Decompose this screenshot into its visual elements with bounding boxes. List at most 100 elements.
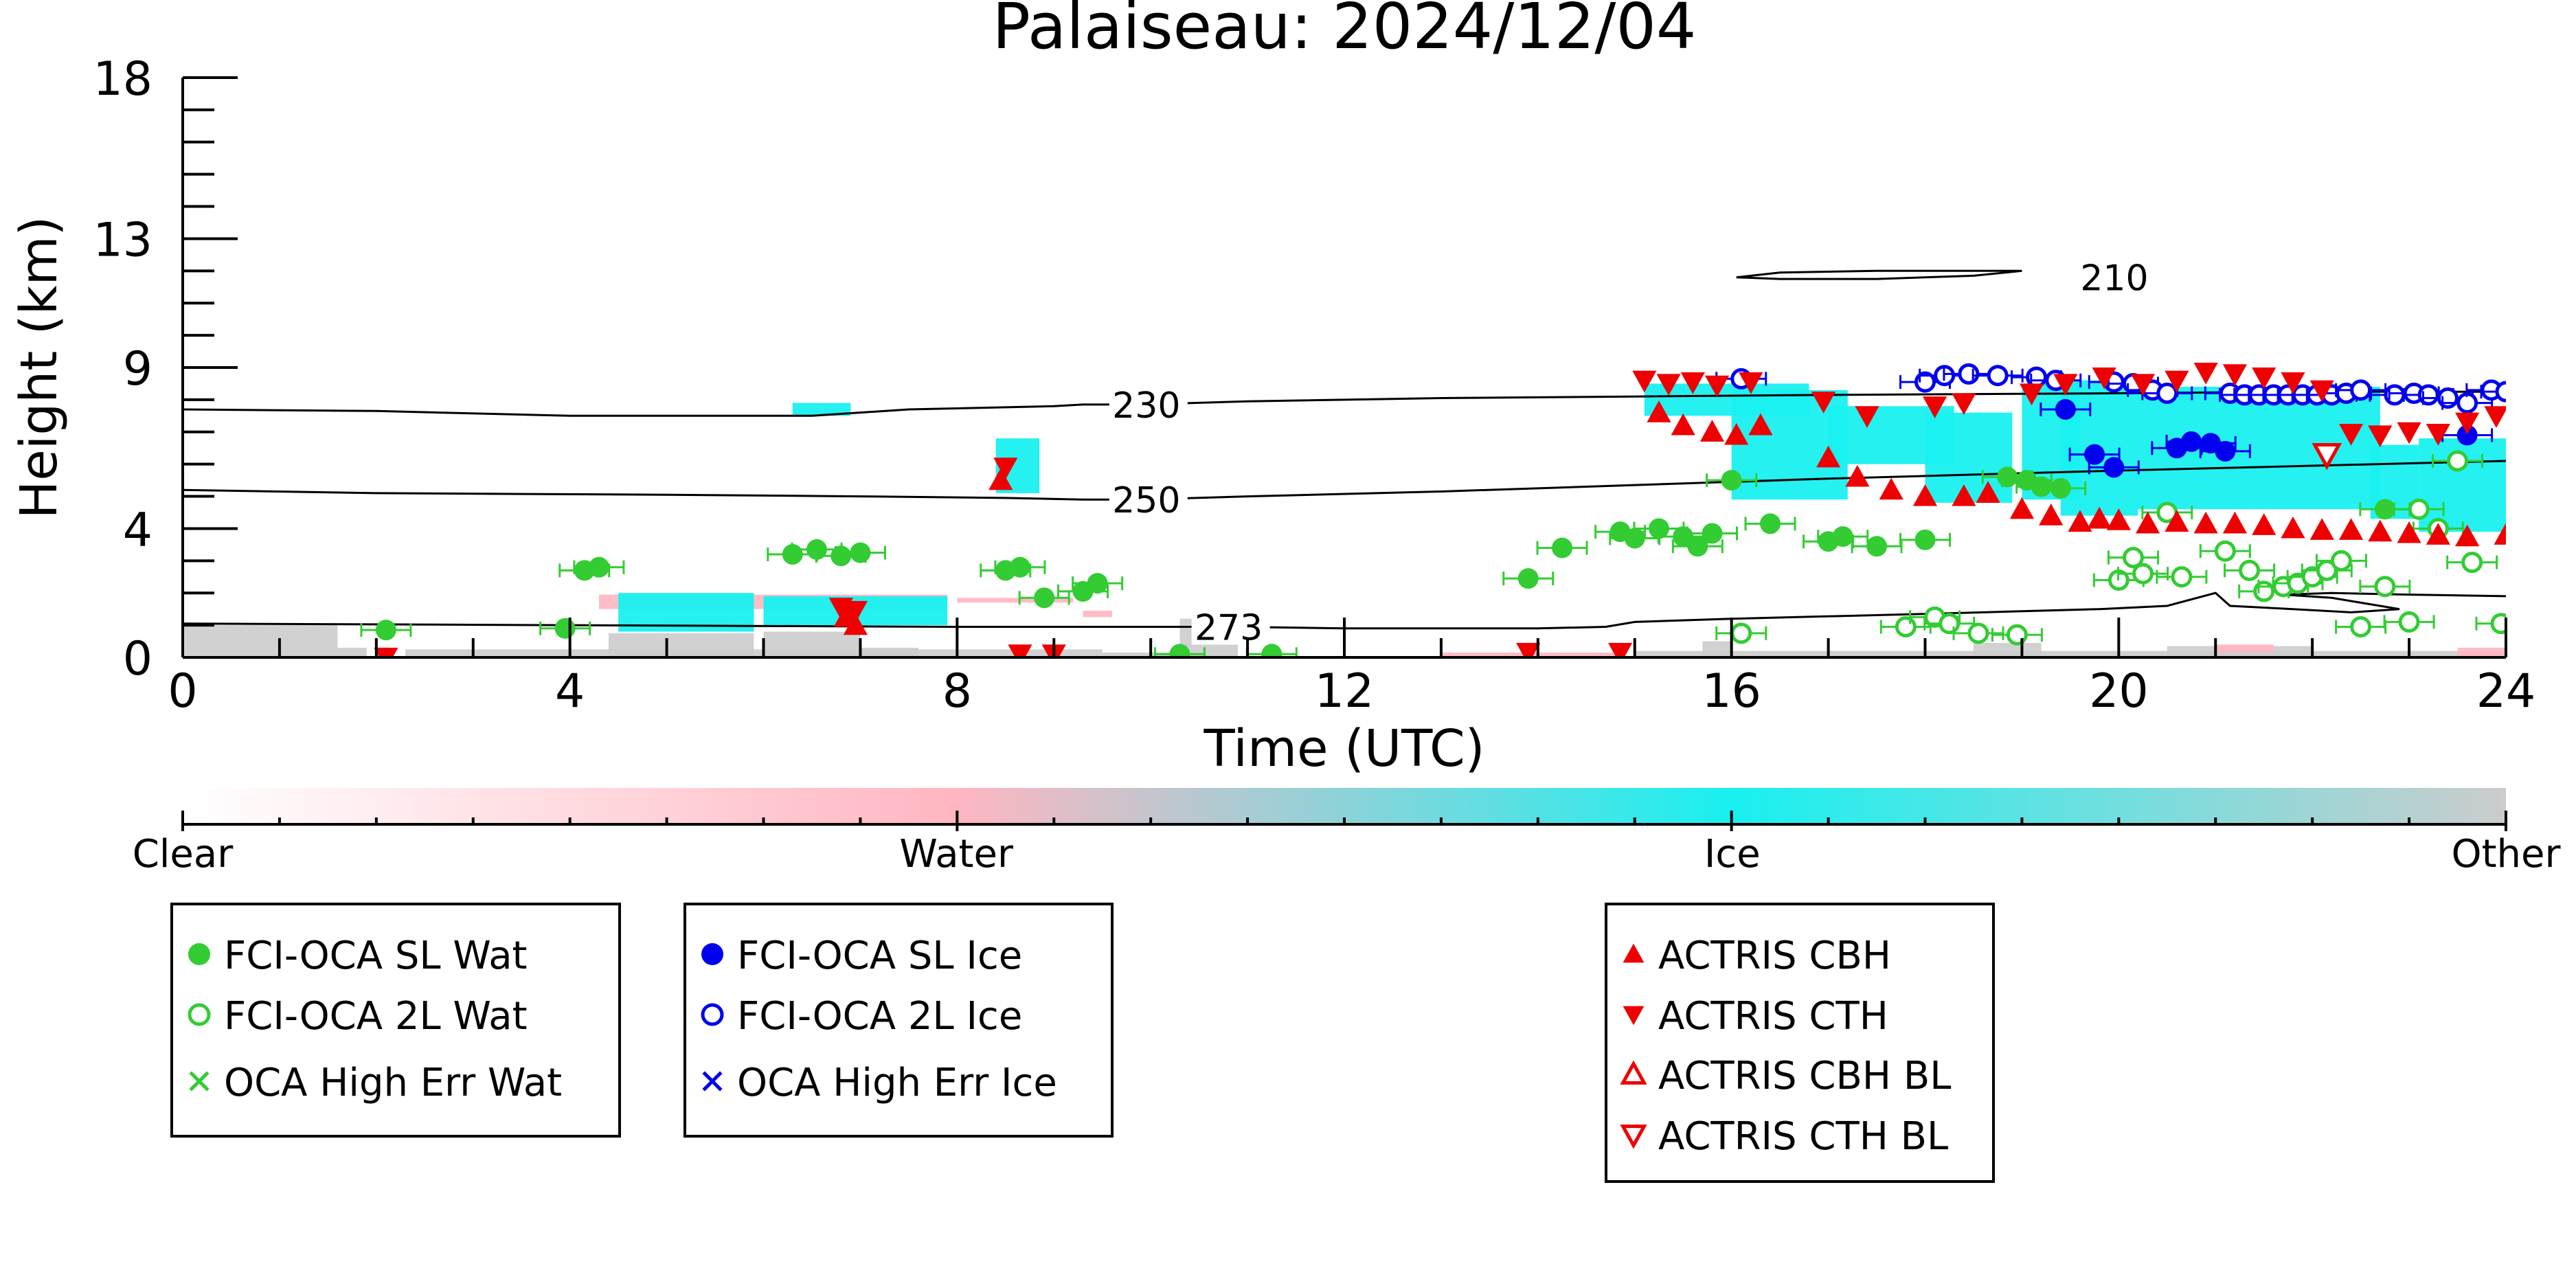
data-point: [1517, 568, 1539, 589]
data-point: [2309, 518, 2334, 540]
data-point: [2252, 513, 2276, 535]
legend-label: FCI-OCA 2L Wat: [224, 994, 528, 1039]
data-point: [554, 618, 576, 639]
legend-box-1: FCI-OCA SL Wat FCI-OCA 2L Wat OCA High Err…: [170, 903, 621, 1138]
colorbar-label-other: Other: [2451, 832, 2561, 877]
x-axis-label: Time (UTC): [1203, 719, 1484, 778]
x-tick-label: 12: [1315, 664, 1375, 719]
data-point: [2006, 624, 2028, 646]
contour-label-230: 230: [1112, 385, 1180, 427]
data-point: [2330, 550, 2352, 572]
data-point: [850, 542, 871, 563]
y-tick-label: 4: [123, 503, 152, 557]
mask-water-region: [957, 598, 1074, 603]
data-point: [2484, 406, 2506, 428]
legend-marker: [702, 1071, 723, 1092]
data-point: [2447, 450, 2469, 472]
mask-other-region: [1702, 641, 1732, 657]
data-point: [2456, 425, 2478, 446]
data-point: [2050, 477, 2071, 499]
data-point: [2171, 566, 2193, 588]
data-point: [2130, 374, 2156, 396]
data-point: [2103, 457, 2125, 478]
legend-marker: [1620, 1125, 1647, 1149]
x-tick-label: 8: [942, 664, 972, 719]
data-point: [2122, 547, 2144, 569]
data-point: [2239, 559, 2261, 581]
data-point: [2494, 523, 2506, 545]
legend-marker: [188, 1003, 211, 1026]
data-point: [2106, 508, 2131, 530]
series-actris-cth-bl: [2312, 443, 2342, 471]
data-point: [1009, 556, 1030, 578]
legend-label: ACTRIS CBH BL: [1658, 1054, 1951, 1098]
observation-markers: [360, 362, 2506, 657]
data-point: [1724, 422, 1749, 445]
data-point: [1760, 513, 1781, 534]
data-point: [2136, 511, 2160, 534]
data-point: [2426, 424, 2450, 446]
data-point: [2338, 518, 2364, 540]
colorbar-label-water: Water: [899, 832, 1014, 877]
data-point: [2039, 504, 2064, 526]
temperature-contours: 210 230 250 273: [182, 258, 2507, 648]
data-point: [2455, 412, 2480, 435]
legend-label: FCI-OCA SL Ice: [737, 934, 1022, 978]
mask-water-region: [1083, 611, 1112, 618]
data-point: [1647, 400, 1671, 422]
data-point: [2374, 499, 2395, 520]
x-tick-label: 16: [1702, 664, 1761, 719]
x-tick-label: 4: [555, 664, 585, 719]
data-point: [1914, 529, 1936, 550]
data-point: [2193, 511, 2218, 534]
legend-marker: [701, 1003, 724, 1026]
data-point: [2181, 431, 2202, 452]
data-point: [1958, 363, 1980, 385]
data-point: [1855, 406, 1879, 428]
cloud-phase-colorbar: Clear Water Ice Other: [133, 788, 2561, 877]
data-point: [2193, 362, 2218, 385]
data-point: [2312, 443, 2342, 471]
contour-label-210: 210: [2080, 258, 2148, 300]
data-point: [588, 556, 609, 578]
series-actris-cbh: [833, 400, 2506, 635]
data-point: [1748, 413, 1773, 436]
data-point: [1648, 518, 1669, 539]
data-point: [2009, 497, 2035, 519]
data-point: [2132, 563, 2154, 585]
error-bar: [2480, 385, 2506, 399]
mask-ice-region: [1925, 412, 2013, 503]
data-point: [2222, 511, 2248, 534]
data-point: [1816, 445, 1841, 468]
data-point: [1997, 466, 2018, 488]
legend-marker: [188, 943, 210, 965]
chart-title: Palaiseau: 2024/12/04: [993, 0, 1697, 63]
mask-water-region: [2215, 644, 2274, 653]
data-point: [1832, 526, 1853, 547]
series-fci-oca-sl-ice: [2040, 398, 2494, 478]
data-point: [1987, 365, 2009, 387]
series-fci-oca-sl-wat: [360, 466, 2411, 657]
data-point: [1895, 615, 1917, 637]
data-point: [2338, 424, 2364, 446]
data-point: [2019, 383, 2044, 406]
legend-label: ACTRIS CBH: [1658, 934, 1891, 978]
legend-marker: [1623, 1006, 1645, 1026]
data-point: [2281, 372, 2305, 394]
data-point: [1624, 528, 1645, 549]
mask-other-region: [609, 633, 754, 657]
contour-label-bg: [1191, 609, 1270, 645]
mask-ice-region: [792, 403, 851, 416]
legend-label: OCA High Err Wat: [224, 1061, 562, 1105]
data-point: [1845, 464, 1870, 487]
contour-label-273: 273: [1195, 607, 1263, 648]
mask-other-region: [860, 647, 918, 657]
data-point: [1656, 374, 1681, 396]
data-point: [2031, 476, 2052, 497]
legend-label: FCI-OCA 2L Ice: [737, 994, 1022, 1039]
data-point: [2087, 506, 2112, 529]
data-point: [1516, 642, 1541, 657]
data-point: [1671, 413, 1695, 436]
data-point: [1261, 644, 1283, 657]
